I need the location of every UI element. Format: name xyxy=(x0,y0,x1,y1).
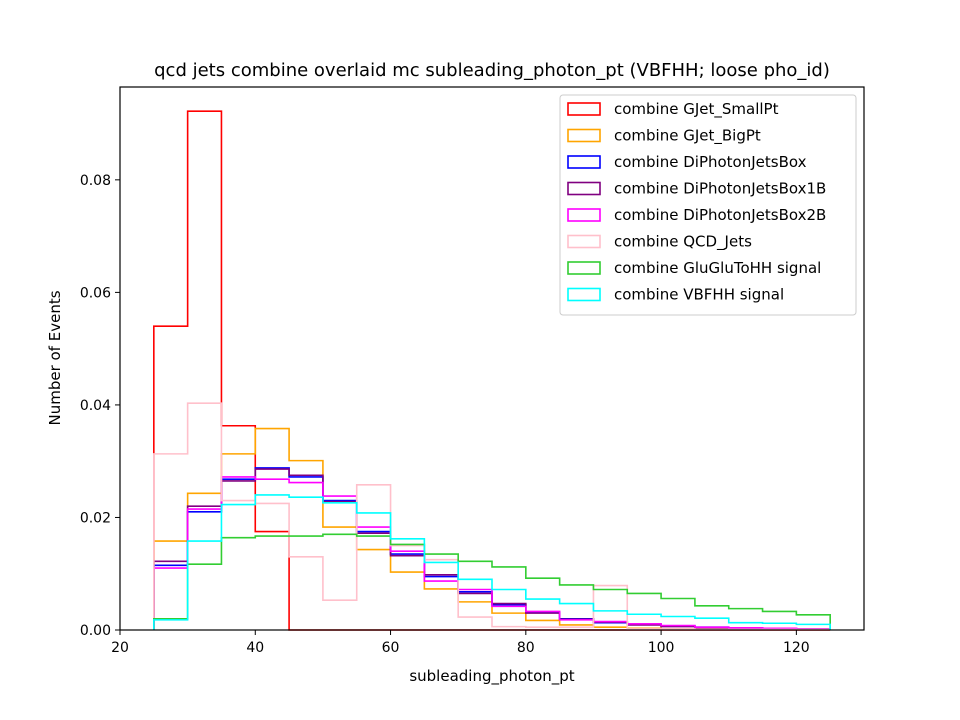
series-layer xyxy=(153,110,831,631)
y-tick-label: 0.04 xyxy=(80,398,111,414)
legend-swatch-combine-gluglutohh-signal xyxy=(567,261,601,275)
legend-box xyxy=(559,94,857,316)
x-axis: 20 40 60 80 100 120 xyxy=(111,630,810,656)
legend-entry-combine-gluglutohh-signal: combine GluGluToHH signal xyxy=(614,259,821,277)
legend-swatch-combine-vbfhh-signal xyxy=(567,287,601,302)
y-tick-label: 0.02 xyxy=(80,510,111,526)
legend-swatch-combine-diphotonjetsbox xyxy=(567,155,601,169)
chart-title: qcd jets combine overlaid mc subleading_… xyxy=(154,60,830,81)
y-tick-label: 0.08 xyxy=(80,173,111,189)
legend-swatch-combine-diphotonjetsbox1b xyxy=(567,181,601,196)
x-tick-label: 40 xyxy=(246,640,264,656)
legend-entry-combine-gjet-smallpt: combine GJet_SmallPt xyxy=(614,100,779,119)
y-axis-label: Number of Events xyxy=(46,290,64,425)
y-tick-label: 0.06 xyxy=(80,285,111,301)
legend-swatch-combine-gjet-bigpt xyxy=(567,128,601,143)
legend-entry-combine-diphotonjetsbox2b: combine DiPhotonJetsBox2B xyxy=(614,206,826,224)
x-tick-label: 20 xyxy=(111,640,129,656)
legend-swatch-combine-diphotonjetsbox2b xyxy=(567,208,601,222)
plot-frame xyxy=(119,86,865,631)
legend-entry-combine-diphotonjetsbox: combine DiPhotonJetsBox xyxy=(614,153,807,171)
x-tick-label: 80 xyxy=(517,640,535,656)
series-combine-diphotonjetsbox2b xyxy=(153,476,831,630)
y-axis: 0.00 0.02 0.04 0.06 0.08 xyxy=(80,173,120,639)
x-tick-label: 60 xyxy=(382,640,400,656)
x-tick-label: 120 xyxy=(783,640,810,656)
series-combine-gluglutohh-signal xyxy=(153,533,831,630)
legend-entry-combine-vbfhh-signal: combine VBFHH signal xyxy=(614,286,784,304)
x-axis-label: subleading_photon_pt xyxy=(409,667,574,686)
series-combine-vbfhh-signal xyxy=(153,494,831,630)
y-tick-label: 0.00 xyxy=(80,623,111,639)
legend-swatch-combine-gjet-smallpt xyxy=(567,102,601,116)
legend-entry-combine-gjet-bigpt: combine GJet_BigPt xyxy=(614,127,761,146)
legend-swatch-combine-qcd-jets xyxy=(567,234,601,249)
x-tick-label: 100 xyxy=(648,640,675,656)
legend-entry-combine-diphotonjetsbox1b: combine DiPhotonJetsBox1B xyxy=(614,180,826,198)
legend-entry-combine-qcd-jets: combine QCD_Jets xyxy=(614,233,752,252)
